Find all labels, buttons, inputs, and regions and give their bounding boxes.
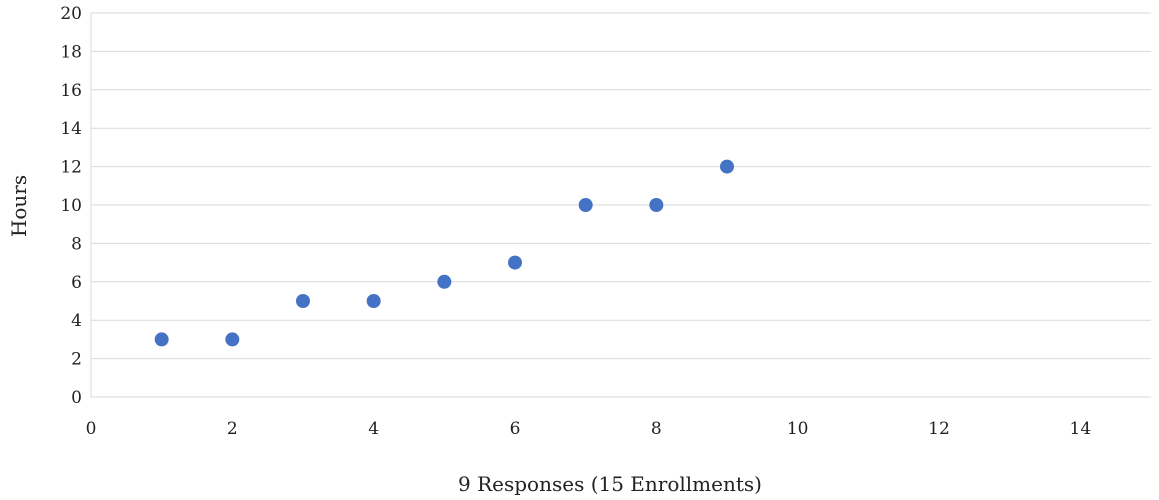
x-tick-label: 4	[368, 419, 379, 439]
y-tick-label: 4	[71, 311, 82, 331]
y-tick-label: 20	[60, 4, 82, 24]
data-point	[154, 332, 169, 347]
x-tick-label: 6	[510, 419, 521, 439]
data-point	[296, 294, 310, 308]
x-axis-title: 9 Responses (15 Enrollments)	[458, 472, 762, 496]
x-tick-label: 14	[1070, 419, 1092, 439]
y-tick-label: 2	[71, 350, 82, 370]
y-tick-label: 6	[71, 273, 82, 293]
data-point	[225, 332, 240, 347]
x-tick-labels: 0 2 4 6 8 10 12 14	[86, 419, 1092, 439]
y-axis-title: Hours	[7, 175, 31, 237]
y-tick-label: 10	[60, 196, 82, 216]
data-point	[366, 294, 381, 308]
data-point	[649, 198, 664, 212]
y-tick-label: 0	[71, 388, 82, 408]
data-point	[720, 159, 734, 174]
data-point	[508, 255, 522, 270]
x-tick-label: 10	[787, 419, 809, 439]
x-tick-label: 8	[651, 419, 662, 439]
data-point	[437, 274, 452, 289]
data-points	[154, 159, 734, 347]
y-tick-label: 14	[60, 119, 82, 139]
y-tick-label: 16	[60, 81, 82, 101]
x-tick-label: 2	[227, 419, 238, 439]
y-tick-label: 18	[60, 42, 82, 62]
y-tick-label: 8	[71, 234, 82, 254]
y-tick-label: 12	[60, 158, 82, 178]
y-tick-labels: 0 2 4 6 8 10 12 14 16 18 20	[60, 4, 82, 408]
x-tick-label: 0	[86, 419, 97, 439]
x-tick-label: 12	[928, 419, 950, 439]
grid-lines	[90, 12, 1151, 398]
data-point	[578, 198, 593, 212]
